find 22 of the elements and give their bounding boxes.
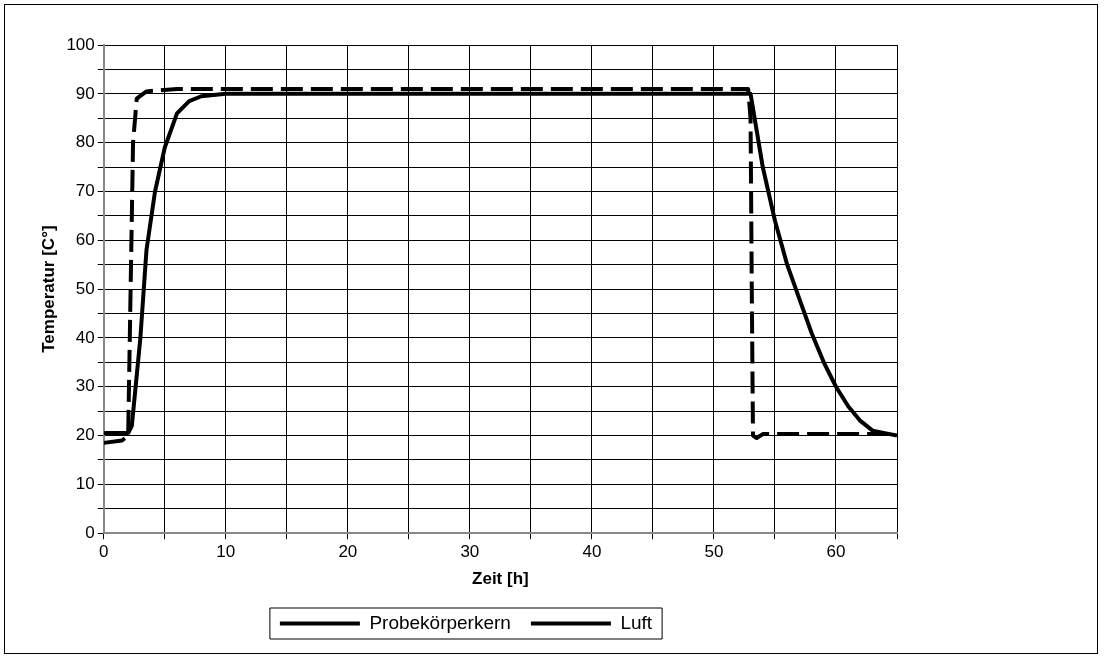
x-axis-title: Zeit [h]: [472, 569, 529, 589]
y-tick-label: 20: [75, 425, 95, 445]
y-tick-label: 80: [75, 132, 95, 152]
y-tick-label: 70: [75, 181, 95, 201]
y-tick-label: 30: [75, 376, 95, 396]
legend-label: Luft: [620, 611, 653, 633]
y-tick-label: 90: [75, 83, 95, 103]
x-tick-label: 30: [460, 542, 480, 562]
x-tick-label: 10: [216, 542, 236, 562]
y-axis-title: Temperatur [C°]: [38, 225, 58, 353]
x-tick-label: 50: [704, 542, 724, 562]
y-tick-label: 0: [85, 522, 95, 542]
legend-label: Probekörperkern: [369, 611, 511, 633]
y-tick-label: 10: [75, 474, 95, 494]
x-tick-label: 40: [582, 542, 602, 562]
y-tick-label: 100: [66, 34, 95, 54]
y-tick-label: 40: [75, 327, 95, 347]
x-tick-label: 0: [99, 542, 109, 562]
y-tick-label: 50: [75, 278, 95, 298]
x-tick-label: 60: [826, 542, 846, 562]
x-tick-label: 20: [338, 542, 358, 562]
y-tick-label: 60: [75, 229, 95, 249]
